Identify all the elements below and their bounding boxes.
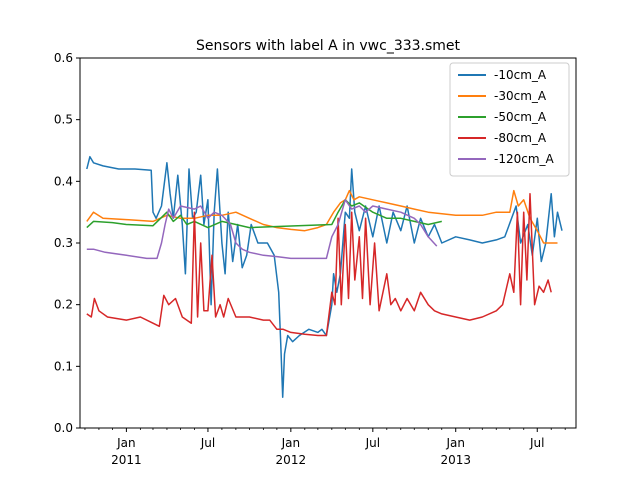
- series-line-10cma: [86, 155, 563, 398]
- legend-label: -10cm_A: [494, 68, 547, 82]
- series-line-50cma: [86, 199, 442, 229]
- x-tick-year-label: 2013: [440, 453, 471, 467]
- x-tick-label: Jul: [529, 436, 544, 450]
- y-tick-label: 0.0: [54, 421, 73, 435]
- x-tick-label: Jan: [281, 436, 301, 450]
- x-tick-label: Jul: [365, 436, 380, 450]
- series-line-120cma: [86, 199, 438, 260]
- x-tick-year-label: 2012: [276, 453, 307, 467]
- legend: -10cm_A -30cm_A -50cm_A -80cm_A -120cm_A: [449, 62, 570, 177]
- chart-title: Sensors with label A in vwc_333.smet: [196, 38, 461, 54]
- x-tick-label: Jan: [116, 436, 136, 450]
- x-axis: Jan 2011 Jul Jan 2012 Jul Jan 2013 Jul: [84, 428, 566, 467]
- series-layer: [86, 155, 563, 398]
- y-axis: 0.0 0.1 0.2 0.3 0.4 0.5 0.6: [54, 51, 80, 435]
- y-tick-label: 0.1: [54, 359, 73, 373]
- series-line-80cma: [86, 192, 552, 337]
- x-tick-year-label: 2011: [111, 453, 142, 467]
- y-tick-label: 0.6: [54, 51, 73, 65]
- legend-label: -50cm_A: [494, 110, 547, 124]
- y-tick-label: 0.4: [54, 174, 73, 188]
- legend-label: -120cm_A: [494, 152, 555, 166]
- y-tick-label: 0.5: [54, 113, 73, 127]
- x-tick-label: Jan: [445, 436, 465, 450]
- legend-label: -30cm_A: [494, 89, 547, 103]
- x-tick-label: Jul: [200, 436, 215, 450]
- y-tick-label: 0.2: [54, 298, 73, 312]
- plot-frame: [79, 57, 577, 429]
- legend-label: -80cm_A: [494, 131, 547, 145]
- y-tick-label: 0.3: [54, 236, 73, 250]
- legend-frame: [449, 62, 570, 177]
